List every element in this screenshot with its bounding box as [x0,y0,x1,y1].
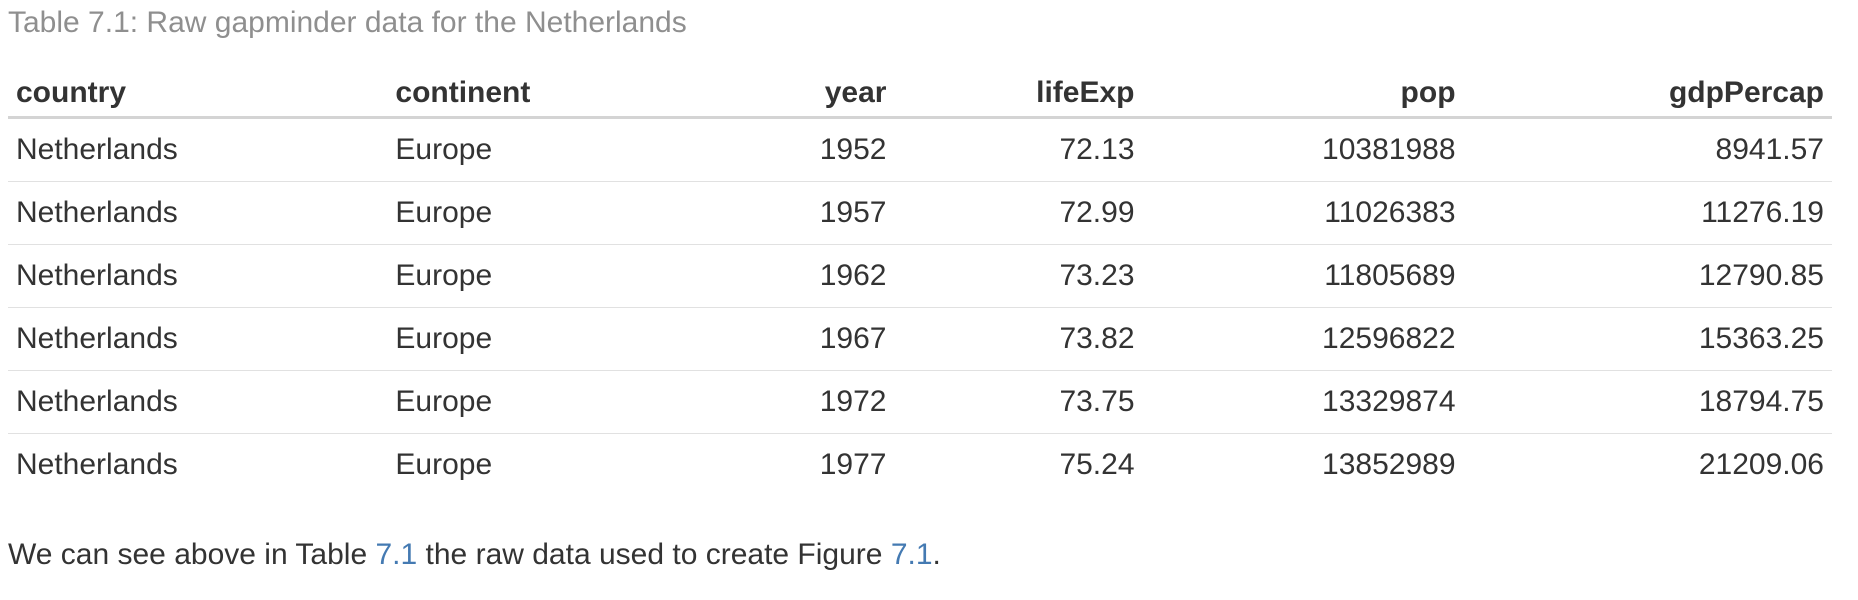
cell-pop: 13852989 [1142,433,1464,496]
table-row: Netherlands Europe 1977 75.24 13852989 21209.… [8,433,1832,496]
column-header-lifeExp: lifeExp [894,40,1143,119]
table-row: Netherlands Europe 1972 73.75 13329874 18794.… [8,370,1832,434]
cell-continent: Europe [387,181,641,245]
table-ref-link[interactable]: 7.1 [375,538,418,571]
cell-gdpPercap: 21209.06 [1463,433,1832,496]
cell-year: 1977 [640,433,895,496]
column-header-year: year [640,40,895,119]
page: Table 7.1: Raw gapminder data for the Ne… [0,6,1858,572]
table-row: Netherlands Europe 1962 73.23 11805689 12790.… [8,244,1832,308]
cell-lifeExp: 72.13 [1059,133,1135,166]
paragraph-text: the raw data used to create Figure [417,538,891,571]
cell-country: Netherlands [8,307,388,371]
cell-year: 1972 [640,370,895,434]
cell-country: Netherlands [8,244,388,308]
cell-gdpPercap: 12790.85 [1463,244,1832,308]
cell-continent: Europe [387,307,641,371]
header-row: country continent year lifeExp pop gdpPercap [8,40,1832,119]
table-caption: Table 7.1: Raw gapminder data for the Ne… [8,6,687,39]
cell-gdpPercap: 15363.25 [1463,307,1832,371]
table-row: Netherlands Europe 1957 72.99 11026383 11276.… [8,181,1832,245]
cell-pop: 12596822 [1142,307,1464,371]
cell-pop: 11805689 [1142,244,1464,308]
paragraph-text: We can see above in Table [8,538,376,571]
cell-pop: 10381988 [1322,133,1456,166]
column-header-gdpPercap: gdpPercap [1463,40,1832,119]
cell-lifeExp: 73.82 [894,307,1143,371]
column-header-country: country [8,40,388,119]
body-paragraph: We can see above in Table 7.1 the raw da… [8,538,1832,572]
cell-lifeExp: 72.99 [894,181,1143,245]
cell-continent: Europe [387,433,641,496]
cell-continent: Europe [387,244,641,308]
figure-ref-link[interactable]: 7.1 [890,538,933,571]
cell-continent: Europe [395,133,493,166]
cell-gdpPercap: 11276.19 [1463,181,1832,245]
cell-lifeExp: 73.75 [894,370,1143,434]
cell-country: Netherlands [8,433,388,496]
column-header-pop: pop [1142,40,1464,119]
cell-country: Netherlands [8,370,388,434]
paragraph-text: . [932,538,941,571]
table-row: Netherlands Europe 1967 73.82 12596822 15363.… [8,307,1832,371]
cell-lifeExp: 73.23 [894,244,1143,308]
cell-gdpPercap: 8941.57 [1715,133,1824,166]
cell-continent: Europe [387,370,641,434]
cell-lifeExp: 75.24 [894,433,1143,496]
cell-country: Netherlands [16,133,178,166]
cell-gdpPercap: 18794.75 [1463,370,1832,434]
gapminder-table: country continent year lifeExp pop gdpPercap … [8,40,1832,496]
cell-year: 1952 [819,133,887,166]
column-header-continent: continent [387,40,641,119]
cell-pop: 11026383 [1142,181,1464,245]
table-row: Netherlands Europe 1952 72.13 10381988 8941.5… [8,118,1832,182]
cell-year: 1967 [640,307,895,371]
cell-year: 1962 [640,244,895,308]
cell-pop: 13329874 [1142,370,1464,434]
cell-country: Netherlands [8,181,388,245]
cell-year: 1957 [640,181,895,245]
